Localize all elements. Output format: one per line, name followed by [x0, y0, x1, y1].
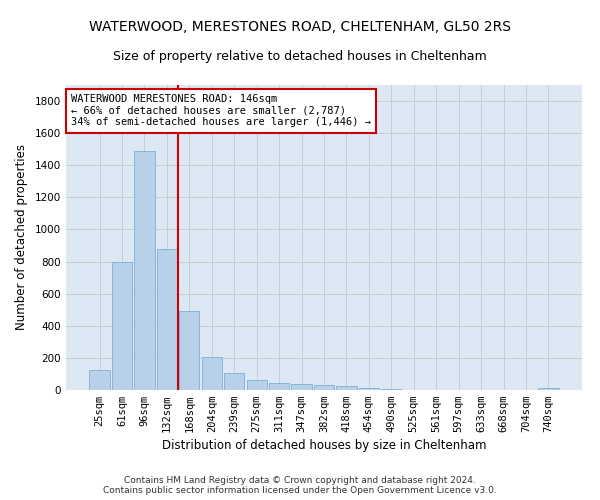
- X-axis label: Distribution of detached houses by size in Cheltenham: Distribution of detached houses by size …: [162, 440, 486, 452]
- Text: Size of property relative to detached houses in Cheltenham: Size of property relative to detached ho…: [113, 50, 487, 63]
- Bar: [179, 312, 199, 390]
- Bar: [224, 373, 244, 390]
- Bar: [314, 385, 334, 390]
- Bar: [89, 370, 110, 390]
- Bar: [381, 389, 401, 390]
- Bar: [247, 380, 267, 390]
- Y-axis label: Number of detached properties: Number of detached properties: [15, 144, 28, 330]
- Bar: [134, 151, 155, 390]
- Text: WATERWOOD, MERESTONES ROAD, CHELTENHAM, GL50 2RS: WATERWOOD, MERESTONES ROAD, CHELTENHAM, …: [89, 20, 511, 34]
- Bar: [359, 388, 379, 390]
- Bar: [337, 386, 356, 390]
- Bar: [269, 383, 289, 390]
- Bar: [292, 384, 311, 390]
- Bar: [202, 357, 222, 390]
- Bar: [538, 388, 559, 390]
- Text: WATERWOOD MERESTONES ROAD: 146sqm
← 66% of detached houses are smaller (2,787)
3: WATERWOOD MERESTONES ROAD: 146sqm ← 66% …: [71, 94, 371, 128]
- Bar: [112, 262, 132, 390]
- Text: Contains HM Land Registry data © Crown copyright and database right 2024.
Contai: Contains HM Land Registry data © Crown c…: [103, 476, 497, 495]
- Bar: [157, 248, 177, 390]
